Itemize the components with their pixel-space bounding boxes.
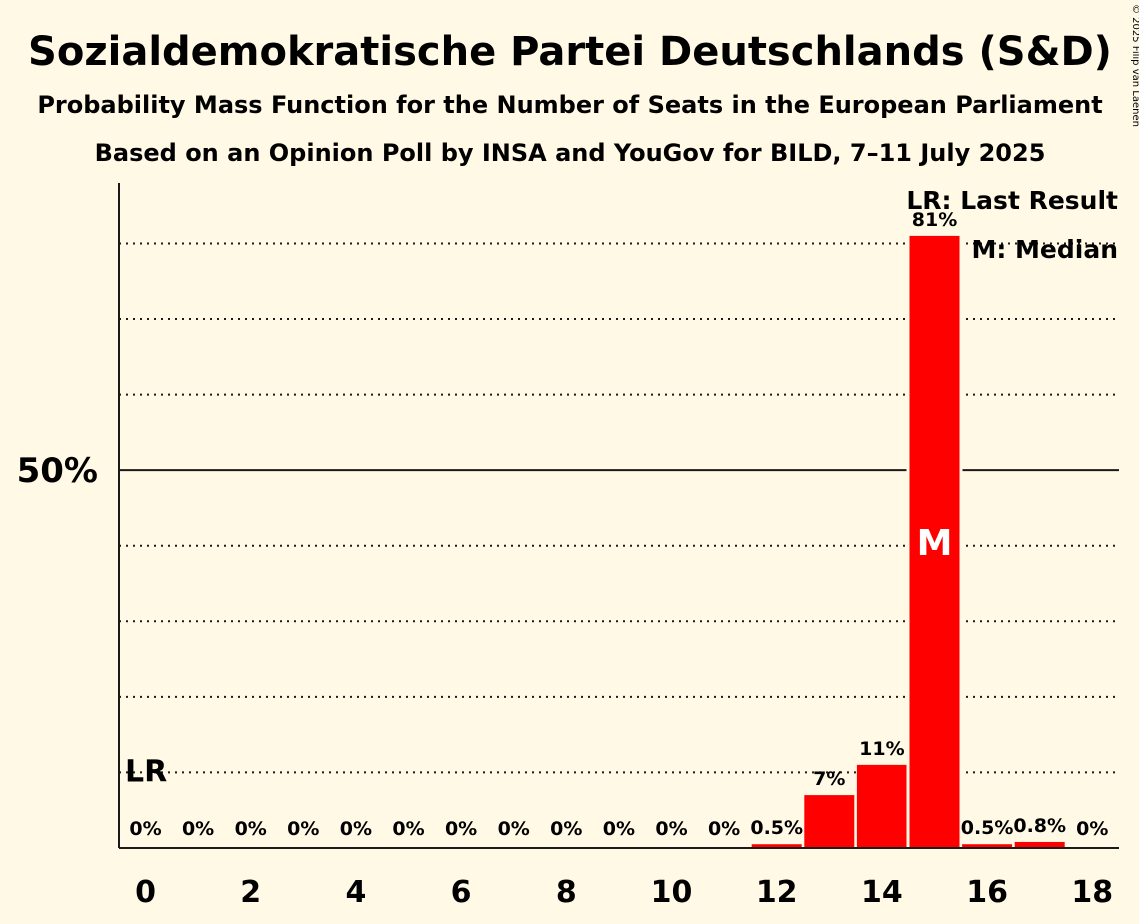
data-label-seats-0: 0% [129,818,161,840]
x-tick-18: 18 [1071,875,1113,910]
gridlines [119,242,1119,774]
x-tick-10: 10 [651,875,693,910]
data-label-seats-3: 0% [287,818,319,840]
bar-seats-13 [804,795,855,848]
bar-seats-17 [1014,841,1065,848]
bar-seats-16 [962,844,1013,848]
data-label-seats-5: 0% [392,818,424,840]
bar-seats-15 [909,235,960,849]
data-label-seats-17: 0.8% [1013,815,1066,837]
data-label-seats-2: 0% [235,818,267,840]
x-tick-14: 14 [861,875,903,910]
median-marker: M [917,523,953,564]
bars [751,235,1065,849]
data-label-seats-9: 0% [603,818,635,840]
bar-seats-12 [751,844,802,848]
data-label-seats-6: 0% [445,818,477,840]
x-tick-2: 2 [240,875,261,910]
x-tick-6: 6 [451,875,472,910]
x-tick-12: 12 [756,875,798,910]
data-label-seats-12: 0.5% [750,817,803,839]
x-axis-ticks: 0 2 4 6 8 10 12 14 16 18 [135,875,1113,910]
x-tick-8: 8 [556,875,577,910]
x-tick-4: 4 [345,875,366,910]
data-label-seats-4: 0% [340,818,372,840]
chart-subtitle: Probability Mass Function for the Number… [37,91,1102,119]
x-tick-16: 16 [966,875,1008,910]
chart-title: Sozialdemokratische Partei Deutschlands … [28,29,1112,75]
data-label-seats-16: 0.5% [961,817,1014,839]
data-labels: 0% 0% 0% 0% 0% 0% 0% 0% 0% 0% 0% 0% 0.5% 7% 11% 81% 0.5%… [125,209,1108,840]
legend-last-result: LR: Last Result [906,186,1118,215]
legend-median: M: Median [971,235,1118,264]
data-label-seats-13: 7% [813,768,845,790]
y-tick-50: 50% [17,451,98,491]
data-label-seats-14: 11% [859,738,904,760]
x-tick-0: 0 [135,875,156,910]
data-label-seats-7: 0% [498,818,530,840]
data-label-seats-15: 81% [912,209,957,231]
last-result-marker: LR [125,754,167,789]
data-label-seats-1: 0% [182,818,214,840]
data-label-seats-18: 0% [1076,818,1108,840]
copyright-note: © 2025 Filip van Laenen [1130,4,1139,127]
data-label-seats-10: 0% [655,818,687,840]
chart-source: Based on an Opinion Poll by INSA and You… [95,139,1046,167]
bar-seats-14 [856,764,907,848]
data-label-seats-11: 0% [708,818,740,840]
data-label-seats-8: 0% [550,818,582,840]
